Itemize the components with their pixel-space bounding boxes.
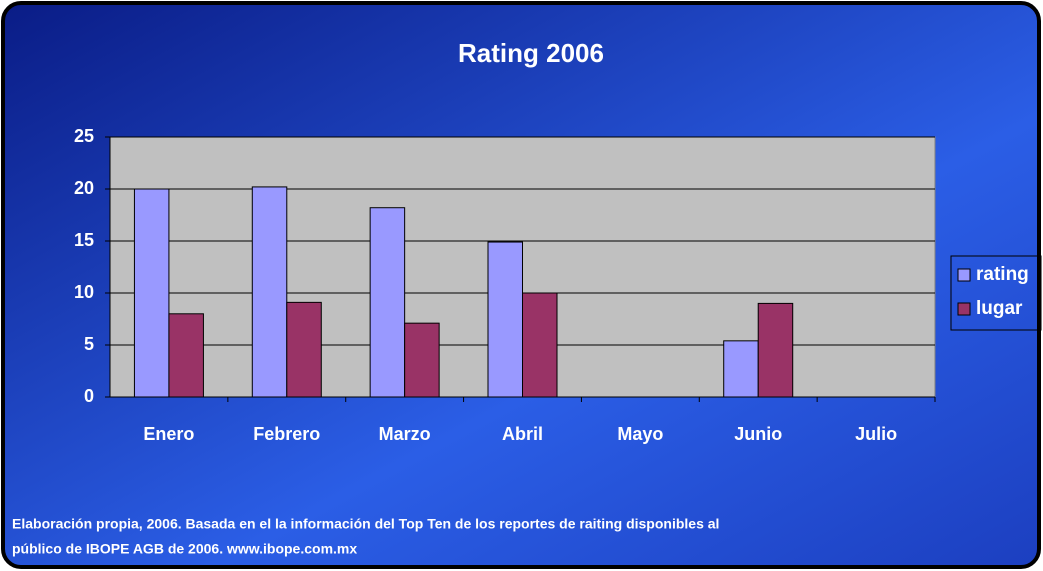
- bar: [251, 186, 288, 398]
- note: público de IBOPE AGB de 2006. www.ibope.…: [12, 541, 357, 557]
- x-tick-label: Enero: [143, 424, 194, 444]
- bar: [404, 322, 440, 398]
- bar: [757, 302, 794, 398]
- legend: [950, 255, 1042, 331]
- bar: [133, 188, 170, 398]
- x-tick-label: Julio: [855, 424, 897, 444]
- legend-swatch: [957, 302, 971, 316]
- x-tick-label: Febrero: [253, 424, 320, 444]
- bar: [522, 292, 558, 398]
- y-tick-label: 0: [84, 386, 94, 406]
- bar: [168, 313, 204, 398]
- y-tick-label: 15: [74, 230, 94, 250]
- x-tick-label: Abril: [502, 424, 543, 444]
- bar: [286, 301, 322, 398]
- bar: [723, 340, 759, 398]
- bar: [369, 207, 406, 398]
- y-tick-label: 20: [74, 178, 94, 198]
- x-tick-label: Mayo: [617, 424, 663, 444]
- bar: [487, 241, 523, 398]
- legend-label: rating: [976, 264, 1029, 285]
- legend-swatch: [957, 268, 971, 282]
- x-tick-label: Junio: [734, 424, 782, 444]
- y-tick-label: 10: [74, 282, 94, 302]
- y-tick-label: 5: [84, 334, 94, 354]
- note: Elaboración propia, 2006. Basada en el l…: [12, 516, 719, 532]
- legend-label: lugar: [976, 298, 1023, 319]
- x-tick-label: Marzo: [379, 424, 431, 444]
- y-tick-label: 25: [74, 126, 94, 146]
- chart-title: Rating 2006: [458, 38, 604, 68]
